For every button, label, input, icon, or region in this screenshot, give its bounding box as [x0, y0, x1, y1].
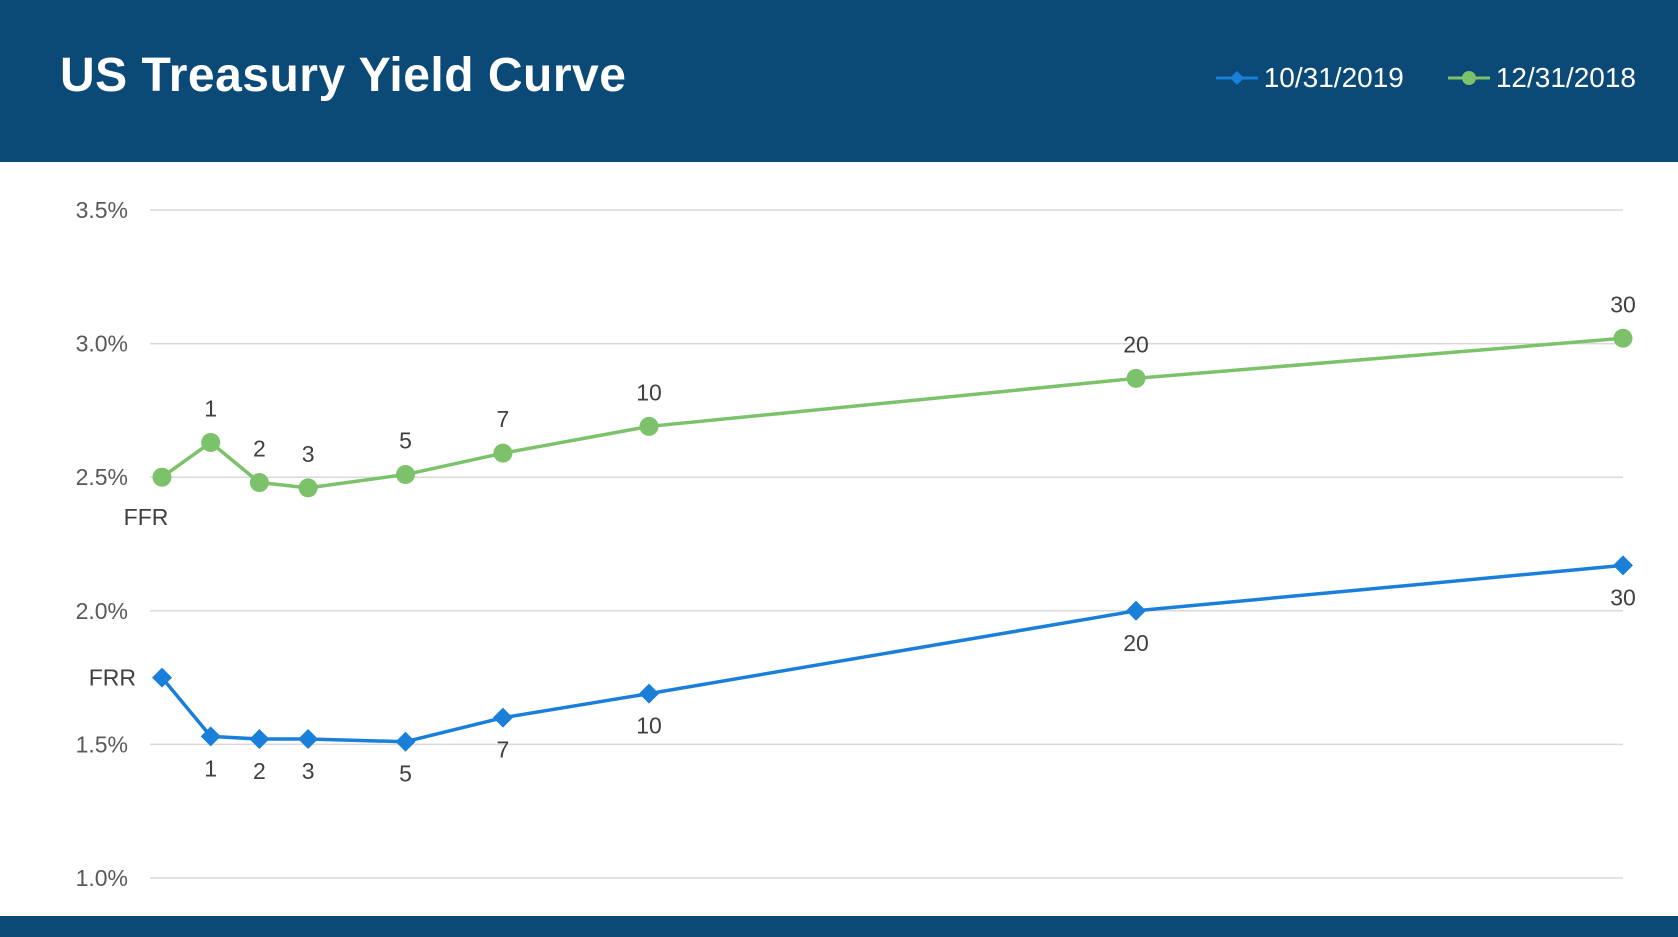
data-point-circle — [249, 473, 269, 493]
data-point-circle — [396, 465, 415, 485]
data-label: 2 — [253, 436, 266, 462]
y-tick-label: 3.0% — [76, 331, 128, 357]
data-label: 20 — [1123, 331, 1149, 357]
data-label: 3 — [302, 758, 315, 784]
data-point-circle — [201, 432, 221, 452]
data-point-circle — [639, 416, 659, 436]
y-tick-label: 2.5% — [76, 464, 128, 490]
data-label: 2 — [253, 758, 266, 784]
chart-legend: 10/31/2019 12/31/2018 — [1214, 62, 1636, 94]
chart-title: US Treasury Yield Curve — [60, 49, 627, 102]
y-tick-label: 2.0% — [76, 598, 128, 624]
data-point-diamond — [639, 683, 659, 704]
data-label: 5 — [399, 428, 412, 454]
data-label: 30 — [1610, 291, 1636, 317]
legend-circle-marker-icon — [1447, 71, 1490, 85]
data-point-diamond — [395, 731, 416, 752]
data-point-circle — [1613, 328, 1633, 348]
data-label: 10 — [636, 379, 662, 405]
data-label: 10 — [636, 713, 662, 739]
data-point-diamond — [1613, 555, 1633, 576]
data-label: 3 — [302, 441, 315, 467]
legend-diamond-marker-icon — [1215, 71, 1258, 85]
data-point-diamond — [200, 726, 221, 747]
data-label: FFR — [124, 504, 169, 530]
legend-label-2019: 10/31/2019 — [1263, 62, 1404, 93]
data-label: 7 — [497, 737, 510, 763]
legend-label-2018: 12/31/2018 — [1495, 62, 1636, 93]
y-tick-label: 1.0% — [76, 865, 128, 891]
data-point-circle — [1126, 368, 1146, 388]
data-label: 5 — [399, 761, 412, 787]
data-label: 30 — [1610, 584, 1636, 610]
y-tick-label: 3.5% — [76, 197, 128, 223]
data-point-diamond — [298, 729, 319, 750]
series-line — [160, 563, 1624, 744]
data-label: 7 — [497, 406, 510, 432]
legend-item-2019: 10/31/2019 — [1214, 62, 1404, 94]
footer-bar — [0, 916, 1678, 937]
data-point-diamond — [1126, 600, 1146, 621]
data-point-diamond — [492, 707, 513, 728]
data-label: 1 — [204, 755, 217, 781]
data-point-circle — [152, 467, 172, 487]
data-label: 20 — [1123, 630, 1149, 656]
data-point-diamond — [152, 667, 172, 688]
y-tick-label: 1.5% — [76, 731, 128, 757]
data-point-diamond — [249, 729, 270, 750]
header-bar: US Treasury Yield Curve 10/31/2019 12/31… — [0, 0, 1678, 162]
data-point-circle — [298, 478, 318, 498]
series-line — [160, 336, 1624, 490]
data-point-circle — [493, 443, 513, 463]
legend-item-2018: 12/31/2018 — [1446, 62, 1636, 94]
data-label: 1 — [204, 395, 217, 421]
data-label: FRR — [89, 665, 136, 691]
